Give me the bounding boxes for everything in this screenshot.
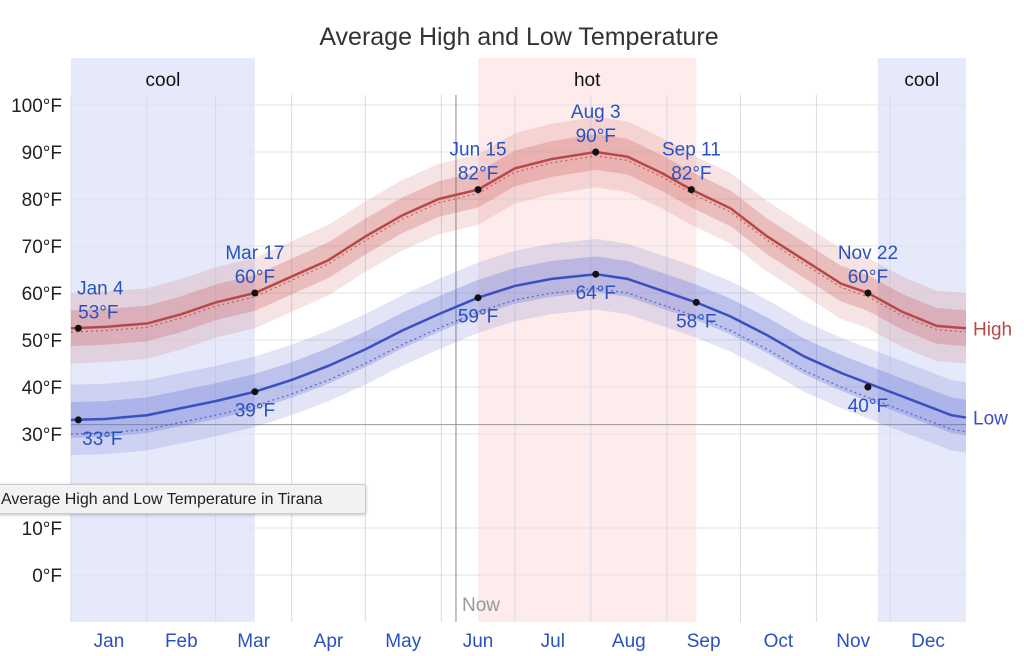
percentile-band-inner xyxy=(71,256,966,438)
annotation-temp: 82°F xyxy=(458,164,498,185)
percentile-bands xyxy=(71,116,966,456)
annotation-point xyxy=(592,148,600,156)
annotation-temp: 53°F xyxy=(78,302,118,323)
chart-tooltip: Average High and Low Temperature in Tira… xyxy=(0,484,366,514)
annotation-temp: 59°F xyxy=(458,307,498,328)
y-tick-label: 80°F xyxy=(22,190,62,211)
annotation-date: Sep 11 xyxy=(662,140,721,161)
annotation-point xyxy=(687,186,695,194)
annotation-point xyxy=(864,289,872,297)
labels: cool hot cool 100°F 90°F 80°F 70°F 60°F 50°F 40°F… xyxy=(11,70,1012,652)
y-tick-label: 60°F xyxy=(22,284,62,305)
y-tick-label: 100°F xyxy=(11,96,62,117)
annotation-point xyxy=(251,388,259,396)
percentile-band-inner xyxy=(71,134,966,347)
month-label: Oct xyxy=(764,631,794,652)
annotation-temp: 90°F xyxy=(576,126,616,147)
annotation-temp: 39°F xyxy=(235,401,275,422)
annotation-point xyxy=(474,294,482,302)
annotation-point xyxy=(864,383,872,391)
y-tick-label: 0°F xyxy=(32,566,62,587)
chart-title: Average High and Low Temperature xyxy=(319,23,718,51)
y-tick-label: 10°F xyxy=(22,519,62,540)
percentile-band-outer xyxy=(71,238,966,456)
month-label: Aug xyxy=(612,631,646,652)
season-label: cool xyxy=(904,70,939,91)
month-label: Feb xyxy=(165,631,198,652)
month-label: Mar xyxy=(237,631,270,652)
season-label: hot xyxy=(574,70,601,91)
annotation-date: Aug 3 xyxy=(571,102,621,123)
annotation-temp: 58°F xyxy=(676,311,716,332)
annotation-date: Jan 4 xyxy=(77,278,124,299)
annotation-temp: 33°F xyxy=(82,429,122,450)
annotation-temp: 60°F xyxy=(235,267,275,288)
annotation-point xyxy=(251,289,259,297)
month-label: Nov xyxy=(836,631,870,652)
annotation-point xyxy=(692,298,700,306)
annotation-point xyxy=(74,416,82,424)
series-line xyxy=(70,272,967,422)
annotation-date: Jun 15 xyxy=(450,140,507,161)
annotation-date: Mar 17 xyxy=(225,243,284,264)
series-name-label: Low xyxy=(973,409,1008,430)
annotation-point xyxy=(592,270,600,278)
month-label: May xyxy=(385,631,421,652)
annotation-point xyxy=(474,186,482,194)
month-label: Sep xyxy=(687,631,721,652)
y-tick-label: 70°F xyxy=(22,237,62,258)
month-label: Jun xyxy=(463,631,494,652)
annotation-point xyxy=(74,324,82,332)
now-label: Now xyxy=(462,595,500,616)
annotation-date: Nov 22 xyxy=(838,243,898,264)
season-label: cool xyxy=(146,70,181,91)
y-tick-label: 50°F xyxy=(22,331,62,352)
series-lines xyxy=(70,150,967,435)
month-label: Jan xyxy=(94,631,125,652)
annotation-temp: 60°F xyxy=(848,267,888,288)
month-label: Apr xyxy=(314,631,344,652)
series-name-label: High xyxy=(973,319,1012,340)
series-dotted-line xyxy=(70,287,967,435)
annotation-temp: 64°F xyxy=(576,283,616,304)
y-tick-label: 40°F xyxy=(22,378,62,399)
annotation-temp: 82°F xyxy=(671,164,711,185)
series-line xyxy=(70,150,967,330)
month-label: Jul xyxy=(541,631,565,652)
annotation-points xyxy=(74,148,872,424)
y-tick-label: 30°F xyxy=(22,425,62,446)
month-label: Dec xyxy=(911,631,945,652)
annotation-temp: 40°F xyxy=(848,396,888,417)
grid xyxy=(70,95,966,622)
percentile-band-outer xyxy=(71,116,966,364)
y-tick-label: 90°F xyxy=(22,143,62,164)
